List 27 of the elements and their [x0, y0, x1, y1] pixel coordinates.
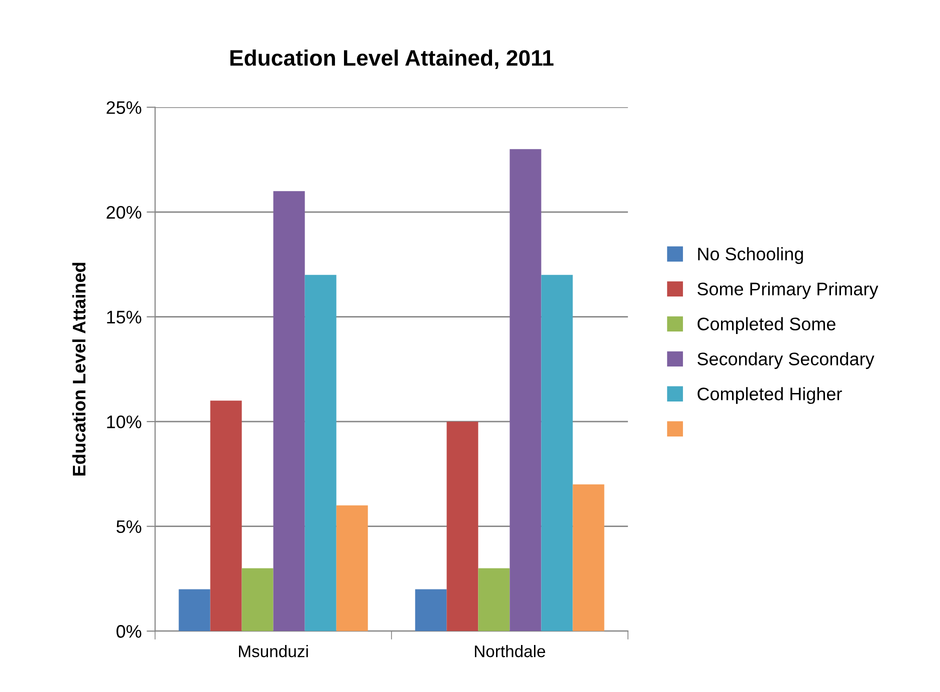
bar: [478, 568, 510, 632]
bar: [510, 149, 542, 632]
y-tick-label: 20%: [106, 206, 142, 219]
legend-label: Completed Some: [698, 317, 836, 334]
x-tick-label: Msunduzi: [239, 644, 308, 658]
bar: [415, 589, 447, 632]
y-tick-label: 25%: [106, 101, 142, 114]
legend-label: Some Primary Primary: [698, 282, 878, 299]
legend-label: Secondary Secondary: [698, 352, 874, 369]
chart-title: Education Level Attained, 2011: [230, 49, 554, 70]
bar: [336, 505, 368, 632]
bar: [572, 484, 604, 632]
bar: [210, 400, 242, 632]
bar: [242, 568, 274, 632]
legend-label: No Schooling: [698, 247, 803, 264]
y-tick-label: 5%: [116, 520, 142, 534]
y-tick-label: 10%: [107, 416, 142, 428]
bar: [273, 191, 305, 632]
y-tick-label: 15%: [107, 310, 142, 324]
y-axis-title: Education Level Attained: [72, 262, 86, 476]
legend-label: Completed Higher: [698, 387, 842, 404]
bar: [178, 589, 210, 632]
bar: [541, 274, 573, 632]
x-tick-label: Northdale: [474, 644, 546, 658]
bar: [304, 274, 336, 632]
y-tick-label: 0%: [116, 625, 142, 638]
bar: [446, 422, 478, 632]
